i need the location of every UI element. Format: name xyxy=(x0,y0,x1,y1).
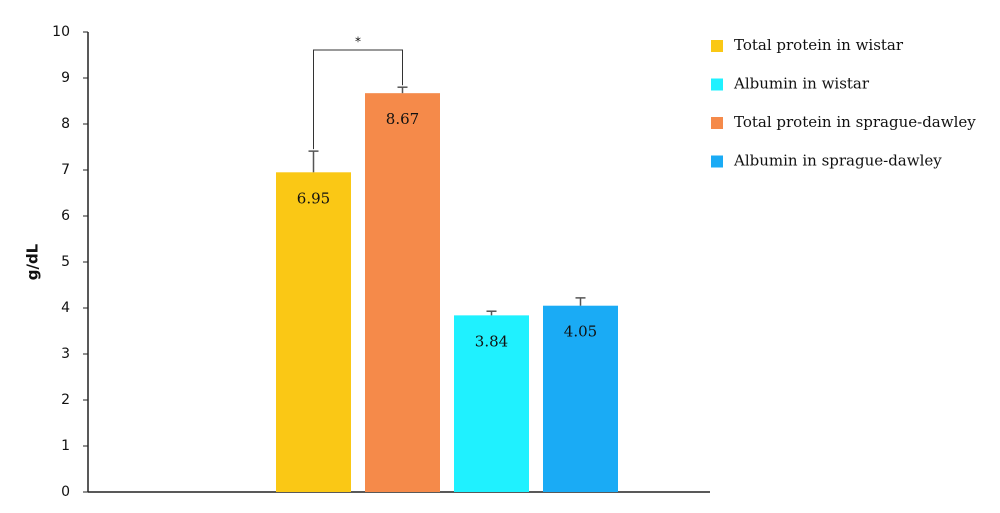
legend-label: Albumin in wistar xyxy=(733,75,870,93)
significance-label: * xyxy=(355,35,361,49)
data-label: 4.05 xyxy=(564,323,597,341)
y-tick-label: 6 xyxy=(61,208,70,224)
bar xyxy=(276,172,351,493)
y-tick-label: 4 xyxy=(61,300,70,316)
y-tick-label: 1 xyxy=(61,438,70,454)
legend-swatch xyxy=(711,78,723,91)
y-tick-label: 2 xyxy=(61,392,70,408)
y-tick-label: 9 xyxy=(61,70,70,86)
y-axis-label: g/dL xyxy=(24,243,42,280)
data-label: 6.95 xyxy=(297,189,330,207)
legend-label: Total protein in wistar xyxy=(734,36,904,54)
legend-swatch xyxy=(711,117,723,129)
data-label: 3.84 xyxy=(475,332,508,350)
legend-label: Albumin in sprague-dawley xyxy=(733,152,942,170)
significance-bracket xyxy=(313,49,403,150)
y-tick-label: 3 xyxy=(61,346,70,362)
legend-swatch xyxy=(711,40,723,52)
legend-swatch xyxy=(711,155,723,168)
y-tick-label: 7 xyxy=(61,162,70,178)
bar xyxy=(365,93,440,493)
bar xyxy=(454,315,529,492)
data-label: 8.67 xyxy=(386,110,419,128)
y-tick-label: 0 xyxy=(61,484,70,500)
legend-label: Total protein in sprague-dawley xyxy=(734,113,976,131)
bar xyxy=(543,305,618,492)
y-tick-label: 5 xyxy=(61,254,70,270)
y-tick-label: 8 xyxy=(61,116,70,132)
y-tick-label: 10 xyxy=(52,24,70,40)
